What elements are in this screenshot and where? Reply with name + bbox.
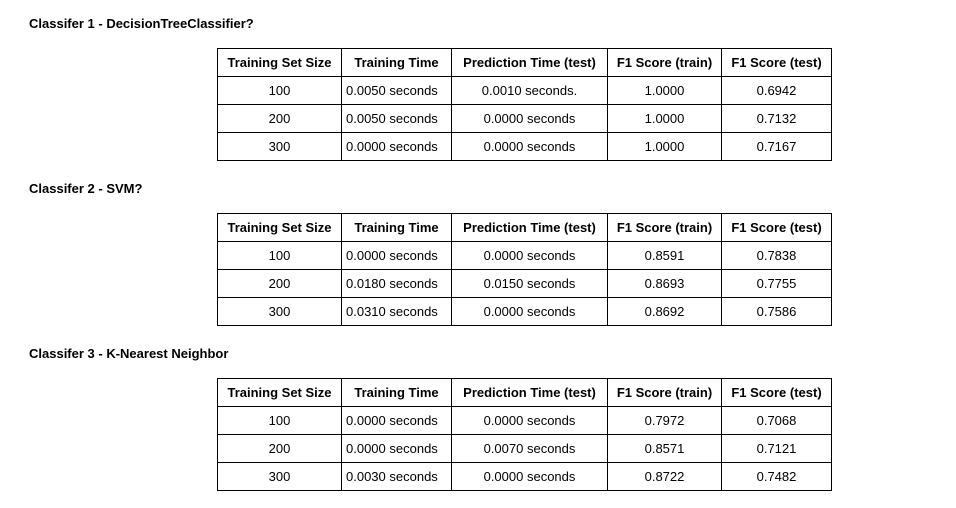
cell-prediction-time: 0.0070 seconds <box>451 434 608 463</box>
cell-training-set-size: 100 <box>217 241 342 270</box>
table-row: 200 0.0180 seconds 0.0150 seconds 0.8693… <box>217 269 832 298</box>
table-header-row: Training Set Size Training Time Predicti… <box>217 48 832 77</box>
table-row: 100 0.0000 seconds 0.0000 seconds 0.7972… <box>217 406 832 435</box>
results-table-classifier-1: Training Set Size Training Time Predicti… <box>217 48 832 161</box>
results-table-classifier-3: Training Set Size Training Time Predicti… <box>217 378 832 491</box>
column-header: Training Time <box>341 378 452 407</box>
section-heading-classifier-2: Classifer 2 - SVM? <box>29 181 143 196</box>
cell-f1-test: 0.7482 <box>721 462 832 491</box>
cell-prediction-time: 0.0000 seconds <box>451 104 608 133</box>
cell-prediction-time: 0.0000 seconds <box>451 132 608 161</box>
cell-f1-train: 0.8571 <box>607 434 722 463</box>
table-row: 100 0.0050 seconds 0.0010 seconds. 1.000… <box>217 76 832 105</box>
cell-f1-test: 0.7121 <box>721 434 832 463</box>
cell-training-time: 0.0050 seconds <box>341 76 452 105</box>
cell-prediction-time: 0.0010 seconds. <box>451 76 608 105</box>
cell-prediction-time: 0.0150 seconds <box>451 269 608 298</box>
cell-training-time: 0.0310 seconds <box>341 297 452 326</box>
cell-prediction-time: 0.0000 seconds <box>451 297 608 326</box>
table-header-row: Training Set Size Training Time Predicti… <box>217 378 832 407</box>
cell-training-set-size: 300 <box>217 297 342 326</box>
cell-f1-train: 1.0000 <box>607 132 722 161</box>
column-header: F1 Score (test) <box>721 213 832 242</box>
table-row: 300 0.0310 seconds 0.0000 seconds 0.8692… <box>217 297 832 326</box>
cell-training-set-size: 300 <box>217 462 342 491</box>
cell-training-time: 0.0000 seconds <box>341 406 452 435</box>
section-heading-classifier-3: Classifer 3 - K-Nearest Neighbor <box>29 346 229 361</box>
cell-training-set-size: 100 <box>217 406 342 435</box>
cell-f1-train: 0.7972 <box>607 406 722 435</box>
column-header: Prediction Time (test) <box>451 213 608 242</box>
cell-f1-train: 0.8693 <box>607 269 722 298</box>
cell-training-time: 0.0000 seconds <box>341 434 452 463</box>
results-table-classifier-2: Training Set Size Training Time Predicti… <box>217 213 832 326</box>
column-header: Training Time <box>341 213 452 242</box>
cell-f1-test: 0.7132 <box>721 104 832 133</box>
table-row: 100 0.0000 seconds 0.0000 seconds 0.8591… <box>217 241 832 270</box>
cell-f1-train: 1.0000 <box>607 76 722 105</box>
cell-f1-test: 0.6942 <box>721 76 832 105</box>
cell-f1-test: 0.7755 <box>721 269 832 298</box>
cell-prediction-time: 0.0000 seconds <box>451 462 608 491</box>
cell-f1-train: 0.8692 <box>607 297 722 326</box>
cell-f1-test: 0.7586 <box>721 297 832 326</box>
table-row: 300 0.0030 seconds 0.0000 seconds 0.8722… <box>217 462 832 491</box>
column-header: F1 Score (train) <box>607 48 722 77</box>
column-header: Training Set Size <box>217 48 342 77</box>
cell-training-set-size: 100 <box>217 76 342 105</box>
column-header: Training Set Size <box>217 378 342 407</box>
cell-training-time: 0.0000 seconds <box>341 241 452 270</box>
cell-training-time: 0.0000 seconds <box>341 132 452 161</box>
cell-f1-test: 0.7068 <box>721 406 832 435</box>
column-header: F1 Score (train) <box>607 213 722 242</box>
table-header-row: Training Set Size Training Time Predicti… <box>217 213 832 242</box>
column-header: F1 Score (test) <box>721 48 832 77</box>
column-header: F1 Score (train) <box>607 378 722 407</box>
cell-training-set-size: 200 <box>217 104 342 133</box>
cell-f1-test: 0.7167 <box>721 132 832 161</box>
cell-training-set-size: 200 <box>217 269 342 298</box>
column-header: Training Set Size <box>217 213 342 242</box>
table-row: 200 0.0000 seconds 0.0070 seconds 0.8571… <box>217 434 832 463</box>
column-header: Prediction Time (test) <box>451 48 608 77</box>
cell-f1-test: 0.7838 <box>721 241 832 270</box>
column-header: Prediction Time (test) <box>451 378 608 407</box>
cell-training-set-size: 200 <box>217 434 342 463</box>
table-row: 300 0.0000 seconds 0.0000 seconds 1.0000… <box>217 132 832 161</box>
cell-prediction-time: 0.0000 seconds <box>451 406 608 435</box>
cell-prediction-time: 0.0000 seconds <box>451 241 608 270</box>
cell-training-time: 0.0050 seconds <box>341 104 452 133</box>
cell-f1-train: 1.0000 <box>607 104 722 133</box>
column-header: Training Time <box>341 48 452 77</box>
cell-f1-train: 0.8722 <box>607 462 722 491</box>
column-header: F1 Score (test) <box>721 378 832 407</box>
section-heading-classifier-1: Classifer 1 - DecisionTreeClassifier? <box>29 16 254 31</box>
table-row: 200 0.0050 seconds 0.0000 seconds 1.0000… <box>217 104 832 133</box>
cell-training-set-size: 300 <box>217 132 342 161</box>
cell-training-time: 0.0030 seconds <box>341 462 452 491</box>
cell-f1-train: 0.8591 <box>607 241 722 270</box>
cell-training-time: 0.0180 seconds <box>341 269 452 298</box>
